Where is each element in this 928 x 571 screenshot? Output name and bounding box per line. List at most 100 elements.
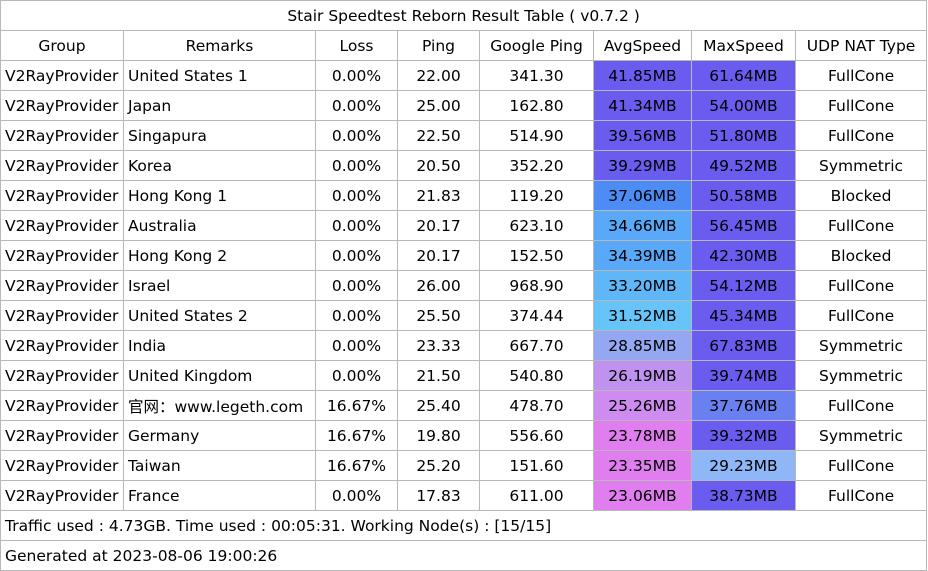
table-row: V2RayProvider Korea 0.00% 20.50 352.20 39.29M… bbox=[0, 150, 928, 181]
cell-ping: 21.50 bbox=[397, 360, 480, 391]
cell-remarks: United States 2 bbox=[123, 300, 316, 331]
cell-remarks: Hong Kong 1 bbox=[123, 180, 316, 211]
cell-max-speed: 29.23MB bbox=[691, 450, 796, 481]
header-ping: Ping bbox=[397, 30, 480, 61]
cell-group: V2RayProvider bbox=[0, 300, 124, 331]
cell-ping: 26.00 bbox=[397, 270, 480, 301]
cell-max-speed: 67.83MB bbox=[691, 330, 796, 361]
cell-avg-speed: 23.78MB bbox=[593, 420, 692, 451]
table-row: V2RayProvider 官网：www.legeth.com 16.67% 25.4… bbox=[0, 390, 928, 421]
cell-group: V2RayProvider bbox=[0, 150, 124, 181]
cell-avg-speed: 39.29MB bbox=[593, 150, 692, 181]
cell-udp-nat-type: FullCone bbox=[794, 210, 928, 241]
cell-ping: 25.50 bbox=[397, 300, 480, 331]
cell-ping: 25.20 bbox=[397, 450, 480, 481]
header-max-speed: MaxSpeed bbox=[691, 30, 796, 61]
header-udp-nat-type: UDP NAT Type bbox=[794, 30, 928, 61]
cell-avg-speed: 31.52MB bbox=[593, 300, 692, 331]
table-row: V2RayProvider Hong Kong 2 0.00% 20.17 152.50… bbox=[0, 240, 928, 271]
cell-udp-nat-type: Symmetric bbox=[794, 150, 928, 181]
header-remarks: Remarks bbox=[123, 30, 316, 61]
table-row: V2RayProvider Israel 0.00% 26.00 968.90 33.20… bbox=[0, 270, 928, 301]
generated-timestamp: Generated at 2023-08-06 19:00:26 bbox=[0, 540, 928, 571]
header-loss: Loss bbox=[315, 30, 398, 61]
cell-avg-speed: 23.35MB bbox=[593, 450, 692, 481]
cell-loss: 0.00% bbox=[315, 210, 398, 241]
cell-remarks: United States 1 bbox=[123, 60, 316, 91]
cell-google-ping: 623.10 bbox=[479, 210, 594, 241]
cell-remarks: Germany bbox=[123, 420, 316, 451]
cell-remarks: Australia bbox=[123, 210, 316, 241]
cell-max-speed: 56.45MB bbox=[691, 210, 796, 241]
table-row: V2RayProvider United Kingdom 0.00% 21.50 540… bbox=[0, 360, 928, 391]
cell-google-ping: 352.20 bbox=[479, 150, 594, 181]
cell-google-ping: 540.80 bbox=[479, 360, 594, 391]
cell-ping: 25.00 bbox=[397, 90, 480, 121]
cell-udp-nat-type: FullCone bbox=[794, 390, 928, 421]
cell-ping: 17.83 bbox=[397, 480, 480, 511]
cell-group: V2RayProvider bbox=[0, 420, 124, 451]
cell-group: V2RayProvider bbox=[0, 360, 124, 391]
table-row: V2RayProvider Australia 0.00% 20.17 623.10 34… bbox=[0, 210, 928, 241]
cell-ping: 20.50 bbox=[397, 150, 480, 181]
cell-loss: 0.00% bbox=[315, 180, 398, 211]
cell-ping: 22.50 bbox=[397, 120, 480, 151]
cell-loss: 0.00% bbox=[315, 480, 398, 511]
cell-udp-nat-type: FullCone bbox=[794, 450, 928, 481]
cell-group: V2RayProvider bbox=[0, 210, 124, 241]
cell-udp-nat-type: FullCone bbox=[794, 270, 928, 301]
cell-avg-speed: 34.66MB bbox=[593, 210, 692, 241]
cell-max-speed: 39.32MB bbox=[691, 420, 796, 451]
cell-google-ping: 667.70 bbox=[479, 330, 594, 361]
cell-google-ping: 611.00 bbox=[479, 480, 594, 511]
table-row: V2RayProvider United States 2 0.00% 25.50 37… bbox=[0, 300, 928, 331]
cell-remarks: United Kingdom bbox=[123, 360, 316, 391]
cell-group: V2RayProvider bbox=[0, 450, 124, 481]
cell-loss: 0.00% bbox=[315, 300, 398, 331]
cell-udp-nat-type: Symmetric bbox=[794, 330, 928, 361]
cell-avg-speed: 28.85MB bbox=[593, 330, 692, 361]
table-row: V2RayProvider Singapura 0.00% 22.50 514.90 39… bbox=[0, 120, 928, 151]
table-row: V2RayProvider Taiwan 16.67% 25.20 151.60 23.3… bbox=[0, 450, 928, 481]
cell-avg-speed: 33.20MB bbox=[593, 270, 692, 301]
cell-loss: 16.67% bbox=[315, 450, 398, 481]
cell-remarks: India bbox=[123, 330, 316, 361]
cell-google-ping: 152.50 bbox=[479, 240, 594, 271]
cell-loss: 0.00% bbox=[315, 120, 398, 151]
cell-remarks: 官网：www.legeth.com bbox=[123, 390, 316, 421]
cell-group: V2RayProvider bbox=[0, 390, 124, 421]
cell-google-ping: 374.44 bbox=[479, 300, 594, 331]
table-row: V2RayProvider Japan 0.00% 25.00 162.80 41.34M… bbox=[0, 90, 928, 121]
cell-max-speed: 54.12MB bbox=[691, 270, 796, 301]
cell-udp-nat-type: Symmetric bbox=[794, 420, 928, 451]
cell-loss: 0.00% bbox=[315, 330, 398, 361]
cell-ping: 25.40 bbox=[397, 390, 480, 421]
cell-group: V2RayProvider bbox=[0, 240, 124, 271]
cell-google-ping: 341.30 bbox=[479, 60, 594, 91]
cell-remarks: Taiwan bbox=[123, 450, 316, 481]
cell-max-speed: 50.58MB bbox=[691, 180, 796, 211]
cell-loss: 0.00% bbox=[315, 60, 398, 91]
cell-max-speed: 39.74MB bbox=[691, 360, 796, 391]
cell-udp-nat-type: FullCone bbox=[794, 300, 928, 331]
table-row: V2RayProvider Hong Kong 1 0.00% 21.83 119.20… bbox=[0, 180, 928, 211]
cell-remarks: Singapura bbox=[123, 120, 316, 151]
cell-ping: 22.00 bbox=[397, 60, 480, 91]
header-group: Group bbox=[0, 30, 124, 61]
cell-max-speed: 54.00MB bbox=[691, 90, 796, 121]
cell-max-speed: 51.80MB bbox=[691, 120, 796, 151]
traffic-summary: Traffic used : 4.73GB. Time used : 00:05… bbox=[0, 510, 928, 541]
cell-avg-speed: 39.56MB bbox=[593, 120, 692, 151]
cell-avg-speed: 41.34MB bbox=[593, 90, 692, 121]
cell-loss: 0.00% bbox=[315, 150, 398, 181]
cell-ping: 19.80 bbox=[397, 420, 480, 451]
cell-remarks: Hong Kong 2 bbox=[123, 240, 316, 271]
cell-google-ping: 151.60 bbox=[479, 450, 594, 481]
cell-loss: 0.00% bbox=[315, 360, 398, 391]
cell-remarks: Japan bbox=[123, 90, 316, 121]
cell-group: V2RayProvider bbox=[0, 180, 124, 211]
table-row: V2RayProvider India 0.00% 23.33 667.70 28.85M… bbox=[0, 330, 928, 361]
cell-avg-speed: 25.26MB bbox=[593, 390, 692, 421]
cell-avg-speed: 41.85MB bbox=[593, 60, 692, 91]
